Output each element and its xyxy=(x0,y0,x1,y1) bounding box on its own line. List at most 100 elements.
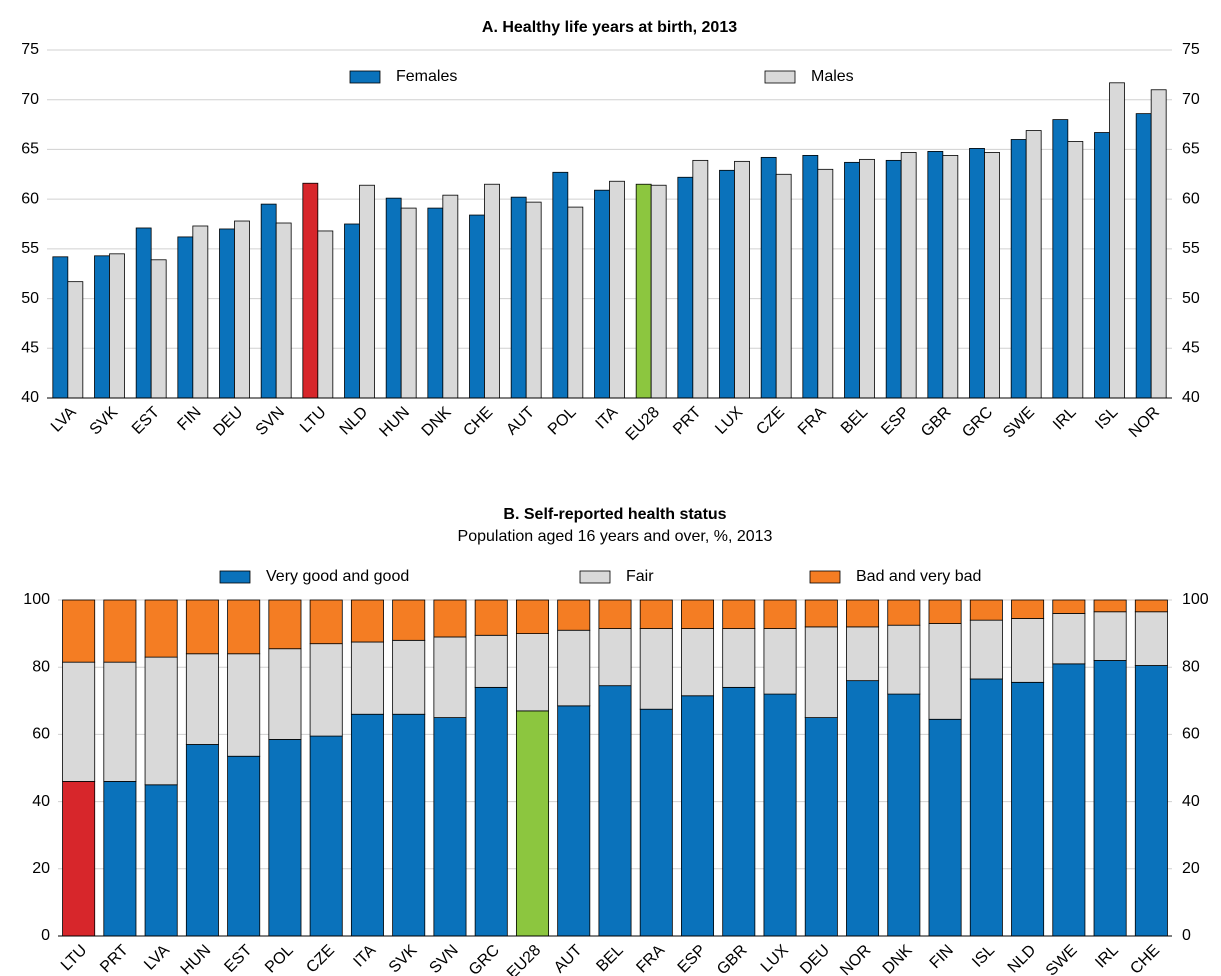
bar xyxy=(1052,119,1069,399)
bar-segment xyxy=(309,735,343,937)
x-tick-label: AUT xyxy=(551,942,586,976)
x-tick-label: SVN xyxy=(253,404,288,439)
bar-segment xyxy=(1052,599,1086,614)
bar xyxy=(1094,132,1110,399)
bar-segment xyxy=(433,717,467,937)
bar-segment xyxy=(763,693,797,937)
x-tick-label: LUX xyxy=(758,942,792,976)
y-tick-label-right: 65 xyxy=(1182,141,1200,158)
bar-segment xyxy=(268,739,302,937)
bar xyxy=(969,148,985,399)
bar-segment xyxy=(350,713,384,937)
bar xyxy=(984,152,1000,399)
bar-segment xyxy=(969,678,1003,937)
bar-segment xyxy=(515,710,549,937)
x-tick-label: ITA xyxy=(350,942,379,971)
x-tick-label: SWE xyxy=(1000,404,1038,442)
y-tick-label-right: 60 xyxy=(1182,190,1200,207)
bar xyxy=(900,152,917,399)
bar-segment xyxy=(144,656,178,786)
bar xyxy=(1025,130,1042,399)
bar xyxy=(385,197,402,399)
x-tick-label: PRT xyxy=(670,404,705,439)
bar xyxy=(1010,139,1027,399)
x-tick-label: EST xyxy=(221,942,255,976)
chart-title: B. Self-reported health status xyxy=(503,506,726,523)
bar-segment xyxy=(103,661,137,782)
x-tick-label: CHE xyxy=(460,404,496,440)
bar xyxy=(1109,82,1125,399)
x-tick-label: GRC xyxy=(466,942,503,976)
bar-segment xyxy=(557,629,591,707)
y-tick-label-right: 80 xyxy=(1182,658,1200,675)
bar xyxy=(52,256,69,399)
bar xyxy=(109,253,125,399)
bar-segment xyxy=(185,653,219,745)
bar-segment xyxy=(681,695,715,937)
bar-segment xyxy=(681,628,715,697)
bar-segment xyxy=(598,628,632,687)
x-tick-label: LVA xyxy=(48,404,80,436)
bar-segment xyxy=(185,744,219,937)
bar-segment xyxy=(804,717,838,937)
bar-segment xyxy=(1093,611,1127,661)
bar xyxy=(650,184,667,399)
bar-segment xyxy=(1134,665,1168,937)
y-tick-label: 75 xyxy=(21,41,39,58)
y-tick-label-right: 100 xyxy=(1182,591,1209,608)
bar xyxy=(802,154,819,399)
y-tick-label: 40 xyxy=(32,793,50,810)
bar xyxy=(719,169,735,399)
bar-segment xyxy=(103,781,137,937)
y-tick-label: 50 xyxy=(21,290,39,307)
bar-segment xyxy=(681,599,715,629)
x-tick-label: PRT xyxy=(97,942,132,976)
x-tick-label: SVN xyxy=(426,942,461,976)
bar xyxy=(150,259,167,399)
bar-segment xyxy=(309,599,343,645)
bar-segment xyxy=(1052,663,1086,937)
bar-segment xyxy=(846,626,880,682)
bar xyxy=(677,176,694,399)
bar-segment xyxy=(227,599,261,655)
x-tick-label: NLD xyxy=(1005,942,1040,976)
x-tick-label: ITA xyxy=(593,404,622,433)
x-tick-label: AUT xyxy=(503,404,538,439)
bar-segment xyxy=(557,705,591,937)
bar-segment xyxy=(928,599,962,624)
bar xyxy=(469,214,485,399)
bar xyxy=(1150,89,1167,399)
bar xyxy=(635,183,652,399)
bar-segment xyxy=(763,599,797,629)
legend-label: Very good and good xyxy=(266,568,409,585)
x-tick-label: ISL xyxy=(1092,404,1121,433)
bar xyxy=(609,180,625,399)
x-tick-label: NOR xyxy=(837,942,874,976)
x-tick-label: GRC xyxy=(959,404,996,441)
bar xyxy=(760,156,777,399)
y-tick-label: 20 xyxy=(32,860,50,877)
x-tick-label: EU28 xyxy=(623,404,663,444)
bar xyxy=(344,223,360,399)
bar xyxy=(234,220,250,399)
bar xyxy=(260,203,277,399)
x-tick-label: HUN xyxy=(178,942,215,976)
bar xyxy=(594,189,610,399)
bar xyxy=(484,183,500,399)
bar-segment xyxy=(1134,599,1168,613)
bar xyxy=(1067,141,1084,399)
legend-swatch xyxy=(764,70,796,84)
bar xyxy=(427,207,444,399)
bar-segment xyxy=(887,599,921,626)
bar-segment xyxy=(846,680,880,937)
bar-segment xyxy=(474,686,508,937)
bar-segment xyxy=(969,619,1003,680)
x-tick-label: CHE xyxy=(1127,942,1163,976)
x-tick-label: BEL xyxy=(593,942,626,975)
y-tick-label-right: 70 xyxy=(1182,91,1200,108)
bar-segment xyxy=(392,599,426,641)
y-tick-label: 0 xyxy=(41,927,50,944)
y-tick-label-right: 0 xyxy=(1182,927,1191,944)
x-tick-label: SVK xyxy=(87,404,122,439)
